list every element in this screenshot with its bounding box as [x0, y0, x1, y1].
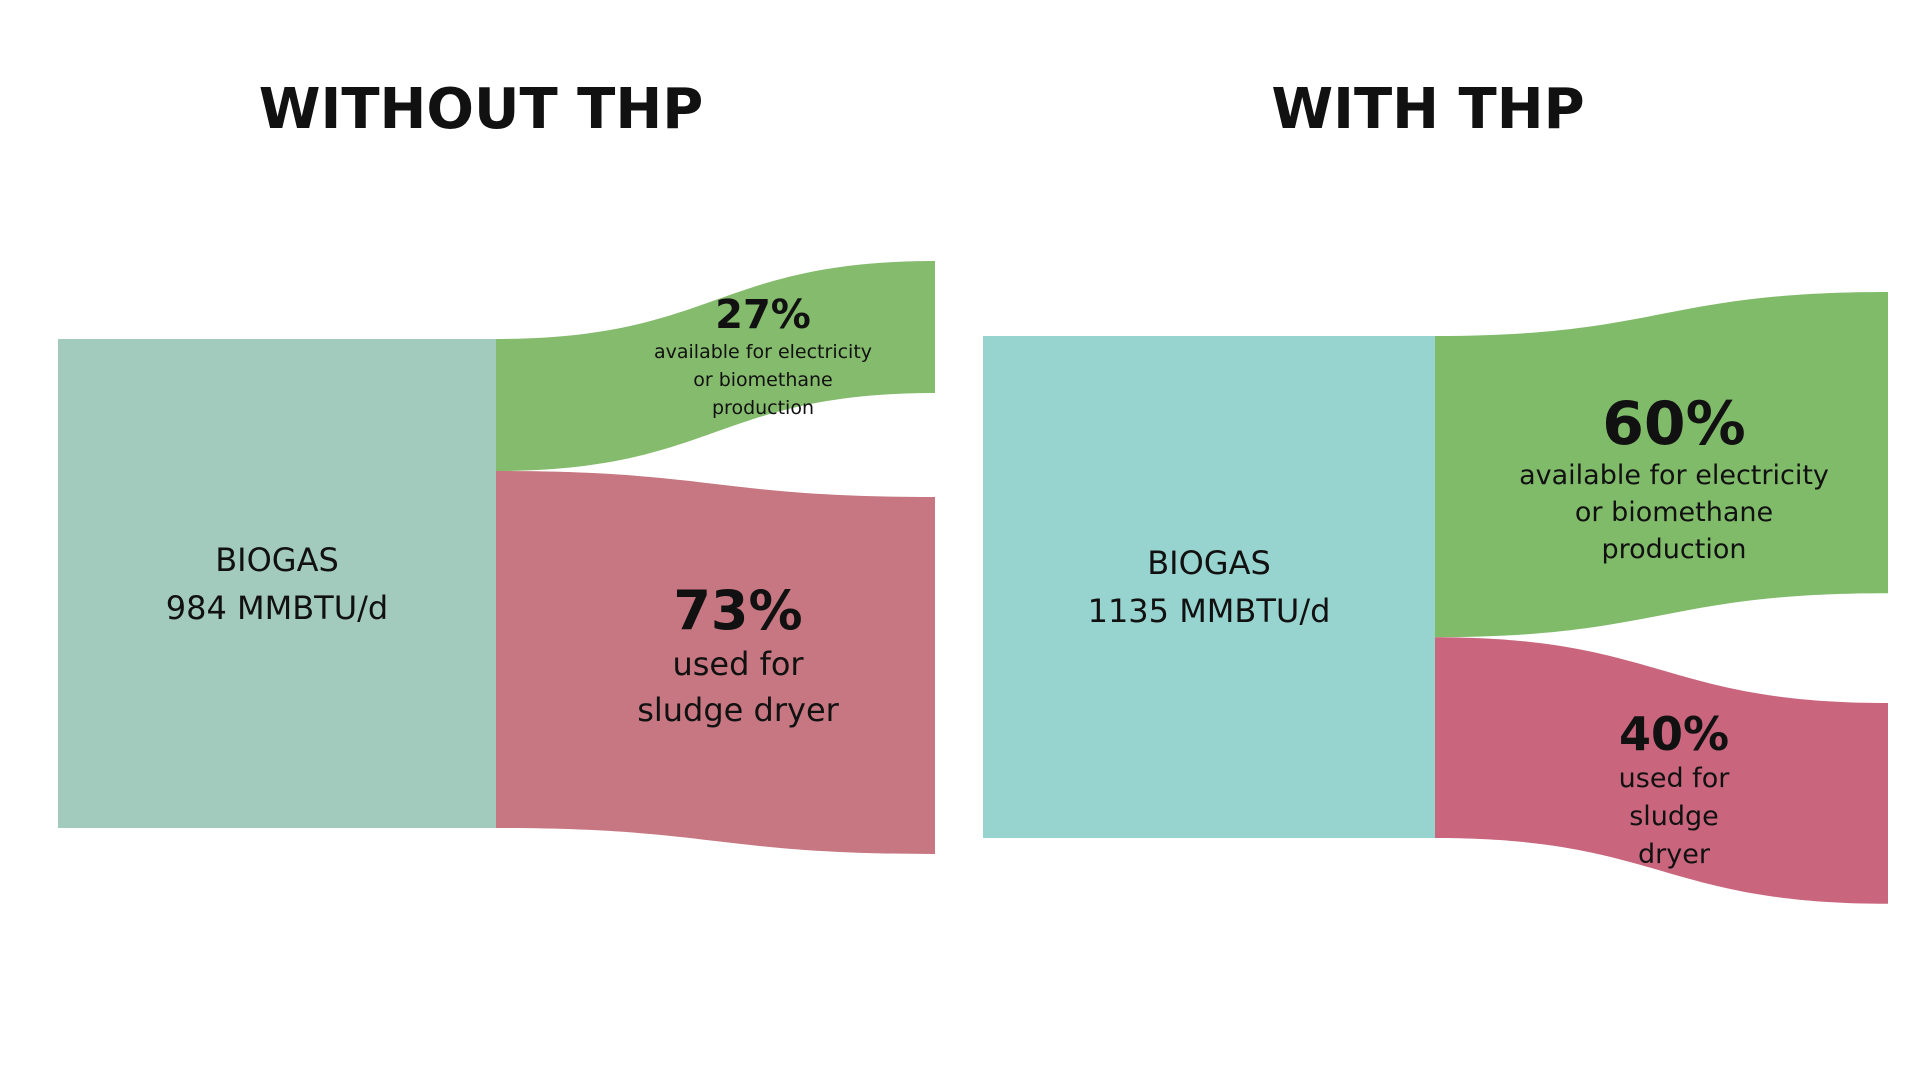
source-value: 984 MMBTU/d [165, 588, 389, 627]
flow-name: available for electricity or biomethane … [653, 341, 873, 419]
chart-title: WITHOUT THP [258, 77, 704, 142]
flow-name: used for sludge dryer [637, 645, 839, 729]
source-label: BIOGAS 1135 MMBTU/d [1088, 539, 1331, 635]
source-label: BIOGAS 984 MMBTU/d [166, 536, 388, 632]
source-node [983, 336, 1435, 838]
flow [1435, 637, 1888, 904]
source-value: 1135 MMBTU/d [1087, 592, 1331, 630]
source-name: BIOGAS [1147, 544, 1271, 582]
flow [1435, 292, 1888, 638]
flow [496, 261, 935, 472]
flow-label: 40% used for sludge dryer [1589, 708, 1759, 874]
source-node [58, 339, 496, 828]
flow-percent: 73% [673, 579, 803, 642]
flow-label: 73% used for sludge dryer [633, 581, 843, 733]
flow-name: used for sludge dryer [1618, 763, 1730, 870]
chart-title: WITH THP [1271, 77, 1585, 142]
flow-label: 60% available for electricity or biometha… [1504, 391, 1844, 568]
flow [496, 471, 935, 854]
flow-label: 27% available for electricity or biometha… [643, 292, 883, 422]
source-name: BIOGAS [215, 540, 339, 579]
flow-percent: 40% [1618, 707, 1730, 761]
flow-percent: 60% [1602, 389, 1746, 459]
flow-percent: 27% [715, 292, 811, 338]
flow-name: available for electricity or biomethane … [1519, 460, 1829, 565]
